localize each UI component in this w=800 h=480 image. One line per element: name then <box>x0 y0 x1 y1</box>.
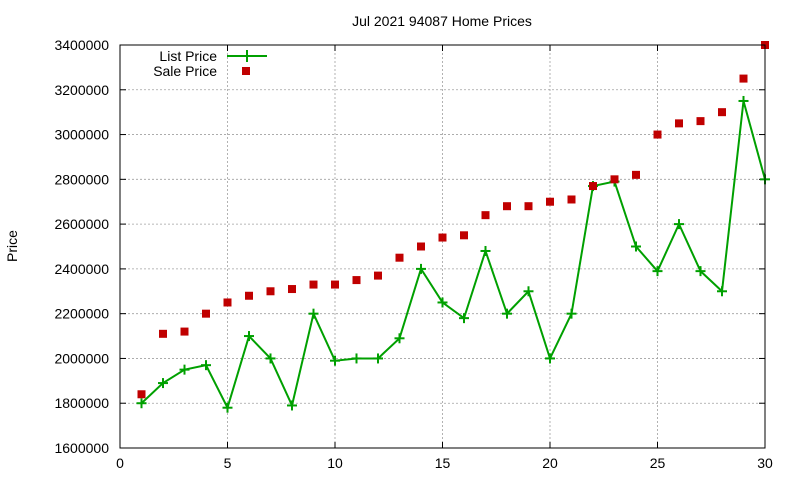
y-tick-label: 3000000 <box>54 127 109 143</box>
data-point <box>652 266 663 277</box>
data-point <box>674 219 684 230</box>
data-point <box>696 117 705 126</box>
data-point <box>718 108 726 117</box>
plot-frame <box>119 44 766 449</box>
data-point <box>695 266 706 277</box>
y-tick-label: 2800000 <box>54 171 109 187</box>
legend-marker-sale-price <box>242 67 250 75</box>
data-point <box>437 297 448 308</box>
data-point <box>159 329 167 338</box>
x-tick-label: 20 <box>542 455 558 471</box>
y-tick-label: 1600000 <box>54 440 109 456</box>
x-tick-label: 30 <box>757 455 773 471</box>
data-point <box>438 233 447 242</box>
data-point <box>265 353 276 364</box>
data-point <box>631 241 641 252</box>
data-point <box>738 95 749 106</box>
data-point <box>158 378 168 389</box>
data-point <box>331 280 339 289</box>
legend-label-sale-price: Sale Price <box>153 63 217 79</box>
data-point <box>201 360 211 371</box>
data-point <box>202 309 210 318</box>
data-point <box>287 400 297 411</box>
series-layer <box>136 41 770 413</box>
legend-marker-list-price <box>241 50 253 62</box>
x-tick-label: 15 <box>435 455 451 471</box>
x-tick-label: 0 <box>116 455 124 471</box>
y-tick-label: 1800000 <box>54 395 109 411</box>
data-point <box>179 364 190 375</box>
legend-label-list-price: List Price <box>159 48 217 64</box>
data-point <box>717 286 727 297</box>
y-tick-label: 2600000 <box>54 216 109 232</box>
data-point <box>480 245 491 256</box>
data-point <box>416 263 426 274</box>
x-tick-label: 10 <box>327 455 343 471</box>
data-point <box>180 327 189 336</box>
data-point <box>566 308 577 319</box>
y-tick-label: 3200000 <box>54 82 109 98</box>
y-tick-label: 2400000 <box>54 261 109 277</box>
x-tick-label: 25 <box>650 455 666 471</box>
data-point <box>266 287 275 296</box>
data-point <box>374 271 382 280</box>
data-point <box>136 398 147 409</box>
data-point <box>417 242 425 251</box>
axis-ticks: 0 5 10 15 20 25 30 1600000 1800000 2000000 2200000… <box>54 37 773 471</box>
data-point <box>610 175 619 184</box>
data-point <box>653 130 662 139</box>
data-point <box>288 285 296 294</box>
data-point <box>459 313 469 324</box>
data-point <box>137 390 146 399</box>
x-tick-label: 5 <box>224 455 232 471</box>
data-point <box>223 298 232 307</box>
data-point <box>395 253 404 262</box>
data-point <box>546 197 554 206</box>
legend: List Price Sale Price <box>153 48 267 79</box>
series-line <box>140 100 766 411</box>
data-point <box>352 276 361 285</box>
data-point <box>373 353 383 364</box>
y-tick-label: 2200000 <box>54 306 109 322</box>
series-sale-price <box>137 41 769 399</box>
data-point <box>567 195 576 204</box>
data-point <box>675 119 683 128</box>
chart-title: Jul 2021 94087 Home Prices <box>352 13 532 29</box>
y-tick-label: 3400000 <box>54 37 109 53</box>
data-point <box>632 170 640 179</box>
data-point <box>589 182 597 191</box>
data-point <box>330 355 340 366</box>
data-point <box>245 291 253 300</box>
series-list-price <box>136 95 770 413</box>
data-point <box>739 74 748 83</box>
data-point <box>309 280 318 289</box>
y-axis-label: Price <box>4 230 20 262</box>
data-point <box>503 202 511 211</box>
data-point <box>351 353 362 364</box>
data-point <box>460 231 468 240</box>
data-point <box>308 308 319 319</box>
y-tick-label: 2000000 <box>54 350 109 366</box>
data-point <box>244 331 254 342</box>
data-point <box>222 402 233 413</box>
data-point <box>502 308 512 319</box>
data-point <box>394 333 405 344</box>
data-point <box>545 353 555 364</box>
data-point <box>481 211 490 220</box>
data-point <box>524 202 533 211</box>
data-point <box>523 286 534 297</box>
